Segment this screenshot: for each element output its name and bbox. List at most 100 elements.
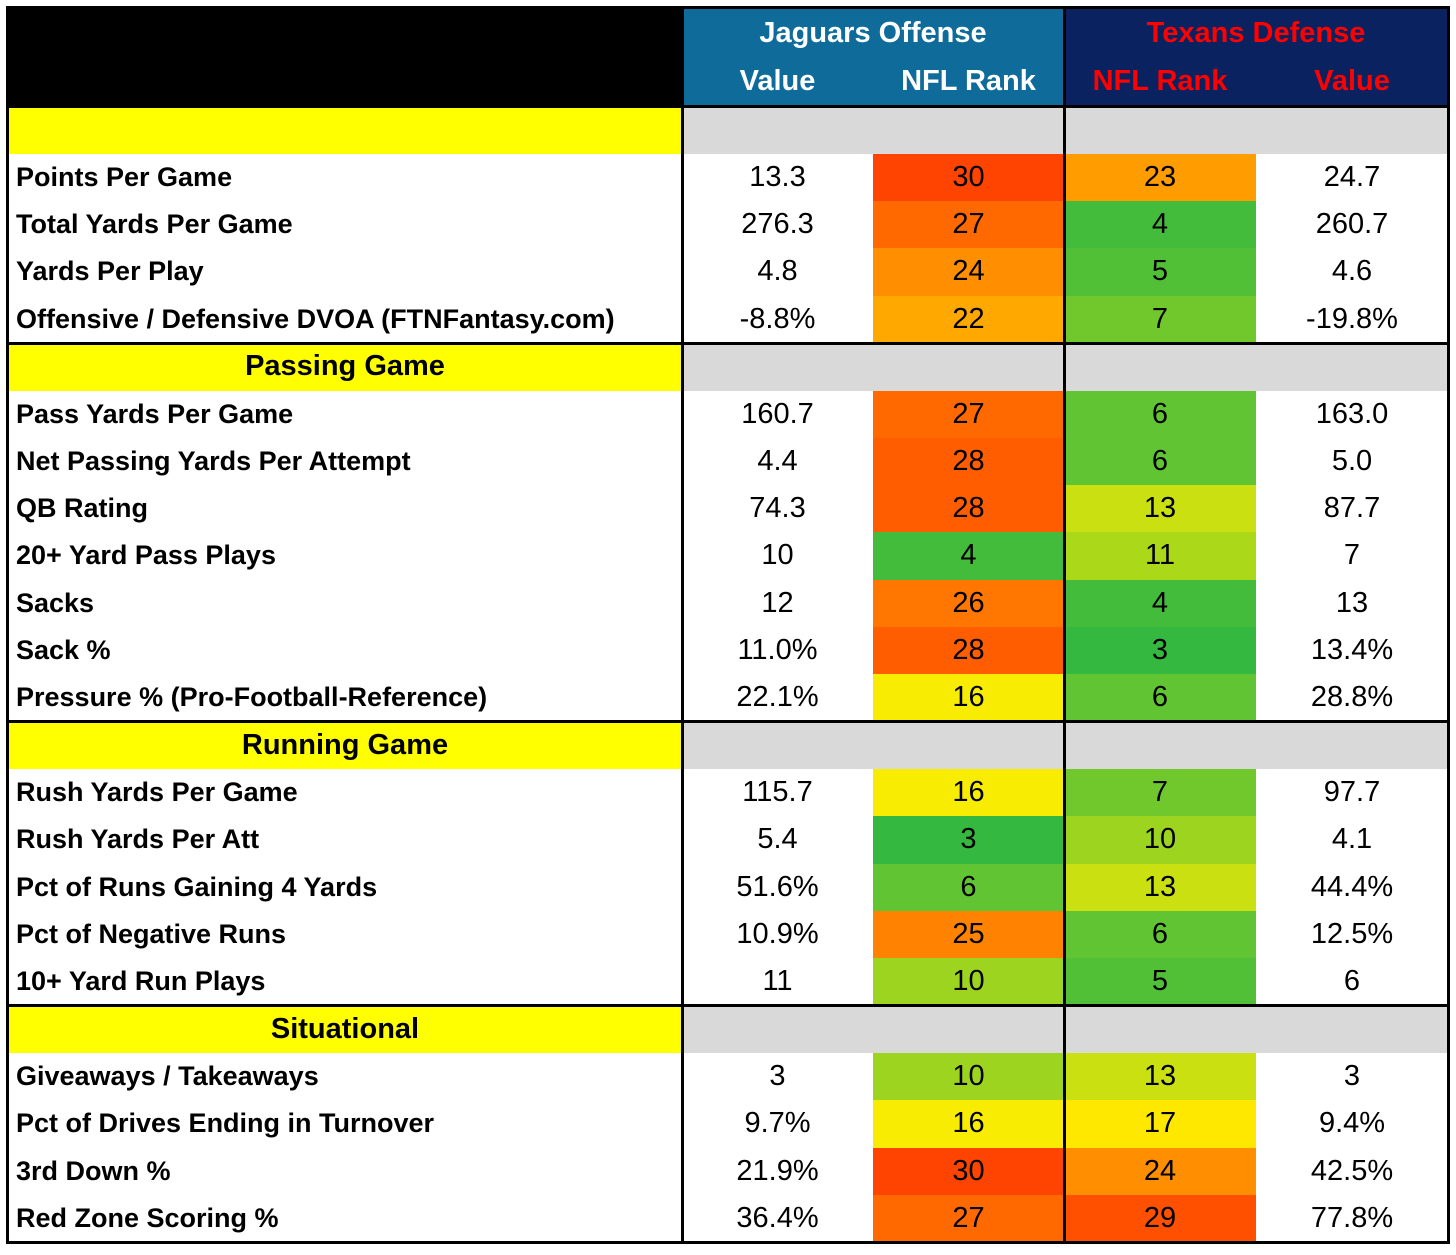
offense-header — [682, 8, 1064, 105]
section-divider — [7, 1004, 1450, 1008]
offense-value: 36.4% — [736, 1201, 819, 1234]
section-divider — [7, 341, 1450, 345]
offense-rank: 16 — [873, 1100, 1064, 1148]
table-border-right — [1447, 6, 1450, 1244]
defense-rank: 4 — [1064, 201, 1256, 249]
defense-rank: 10 — [1064, 816, 1256, 864]
stat-label: 3rd Down % — [16, 1155, 171, 1186]
offense-rank: 22 — [873, 295, 1064, 343]
defense-value: 44.4% — [1310, 870, 1394, 903]
offense-rank: 24 — [873, 248, 1064, 296]
stat-label: Offensive / Defensive DVOA (FTNFantasy.c… — [16, 303, 615, 334]
section-header: Running Game — [8, 721, 682, 770]
defense-value: 24.7 — [1323, 161, 1381, 194]
offense-value: 9.7% — [744, 1107, 811, 1140]
stat-label: Rush Yards Per Att — [16, 824, 260, 855]
defense-rank: 29 — [1064, 1194, 1256, 1242]
defense-rank: 3 — [1064, 626, 1256, 674]
offense-rank: 27 — [873, 201, 1064, 249]
stat-label: Pressure % (Pro-Football-Reference) — [16, 682, 488, 713]
defense-rank: 13 — [1064, 863, 1256, 911]
defense-rank: 13 — [1064, 1053, 1256, 1101]
section-header: Passing Game — [8, 342, 682, 391]
offense-value: 10.9% — [736, 917, 819, 950]
offense-value: 5.4 — [757, 823, 798, 856]
defense-value: 97.7 — [1323, 776, 1381, 809]
stat-label: QB Rating — [16, 493, 148, 524]
section-header — [8, 106, 682, 154]
defense-rank: 13 — [1064, 485, 1256, 533]
defense-value: 87.7 — [1323, 492, 1381, 525]
offense-value: 74.3 — [749, 492, 806, 525]
offense-value: 4.4 — [757, 445, 798, 478]
stat-label: Net Passing Yards Per Attempt — [16, 446, 411, 477]
defense-rank-col-header: NFL Rank — [1092, 64, 1228, 97]
defense-rank: 5 — [1064, 958, 1256, 1006]
offense-rank-col-header: NFL Rank — [901, 64, 1036, 97]
offense-value: -8.8% — [739, 302, 816, 335]
offense-value: 11 — [762, 965, 793, 998]
defense-value: 163.0 — [1315, 397, 1389, 430]
header-black-block — [8, 8, 682, 105]
defense-rank: 6 — [1064, 674, 1256, 722]
offense-rank: 3 — [873, 816, 1064, 864]
stat-label: Pct of Drives Ending in Turnover — [16, 1108, 435, 1139]
offense-value: 11.0% — [737, 633, 818, 666]
defense-value: 5.0 — [1331, 445, 1373, 478]
offense-value: 4.8 — [757, 255, 798, 288]
defense-header — [1064, 8, 1448, 105]
defense-value: 9.4% — [1318, 1107, 1386, 1140]
offense-rank: 16 — [873, 769, 1064, 817]
offense-defense-divider — [1063, 6, 1066, 1244]
offense-rank: 10 — [873, 1053, 1064, 1101]
stat-label: Red Zone Scoring % — [16, 1202, 279, 1233]
defense-rank: 24 — [1064, 1147, 1256, 1195]
offense-rank: 6 — [873, 863, 1064, 911]
offense-rank: 28 — [873, 485, 1064, 533]
defense-value: 260.7 — [1315, 208, 1389, 241]
defense-value: 7 — [1343, 539, 1361, 572]
defense-value: 6 — [1343, 965, 1361, 998]
defense-value: 13 — [1335, 586, 1369, 619]
offense-rank: 30 — [873, 1147, 1064, 1195]
offense-value: 276.3 — [741, 208, 814, 241]
defense-rank: 17 — [1064, 1100, 1256, 1148]
stat-label: 20+ Yard Pass Plays — [16, 540, 276, 571]
defense-value: 13.4% — [1310, 633, 1394, 666]
offense-value: 12 — [761, 586, 794, 619]
offense-value: 115.7 — [742, 776, 813, 809]
section-divider — [7, 1241, 1450, 1244]
offense-value: 10 — [761, 539, 794, 572]
offense-rank: 30 — [873, 154, 1064, 202]
defense-value: 42.5% — [1310, 1154, 1394, 1187]
offense-rank: 26 — [873, 579, 1064, 627]
offense-rank: 27 — [873, 390, 1064, 438]
stat-label: Rush Yards Per Game — [16, 777, 298, 808]
defense-value: 77.8% — [1310, 1201, 1394, 1234]
offense-value: 160.7 — [741, 397, 814, 430]
defense-value: 4.6 — [1331, 255, 1373, 288]
stat-label: Pct of Negative Runs — [16, 918, 287, 949]
stat-label: Sack % — [16, 634, 111, 665]
section-header: Situational — [8, 1005, 682, 1054]
defense-rank: 6 — [1064, 438, 1256, 486]
offense-value: 13.3 — [749, 161, 806, 194]
defense-rank: 7 — [1064, 295, 1256, 343]
table-border-left — [6, 6, 9, 1244]
defense-value: 12.5% — [1310, 917, 1394, 950]
defense-rank: 6 — [1064, 910, 1256, 958]
defense-value: 28.8% — [1310, 681, 1394, 714]
defense-value: 3 — [1343, 1060, 1361, 1093]
defense-title: Texans Defense — [1146, 16, 1366, 49]
stat-label: Total Yards Per Game — [16, 209, 293, 240]
section-divider — [7, 105, 1450, 108]
defense-rank: 6 — [1064, 390, 1256, 438]
offense-rank: 28 — [873, 438, 1064, 486]
stat-label: Yards Per Play — [16, 256, 204, 287]
offense-value: 3 — [769, 1060, 786, 1093]
offense-rank: 25 — [873, 910, 1064, 958]
offense-rank: 27 — [873, 1194, 1064, 1242]
defense-value: 4.1 — [1331, 823, 1373, 856]
defense-rank: 11 — [1064, 532, 1256, 580]
